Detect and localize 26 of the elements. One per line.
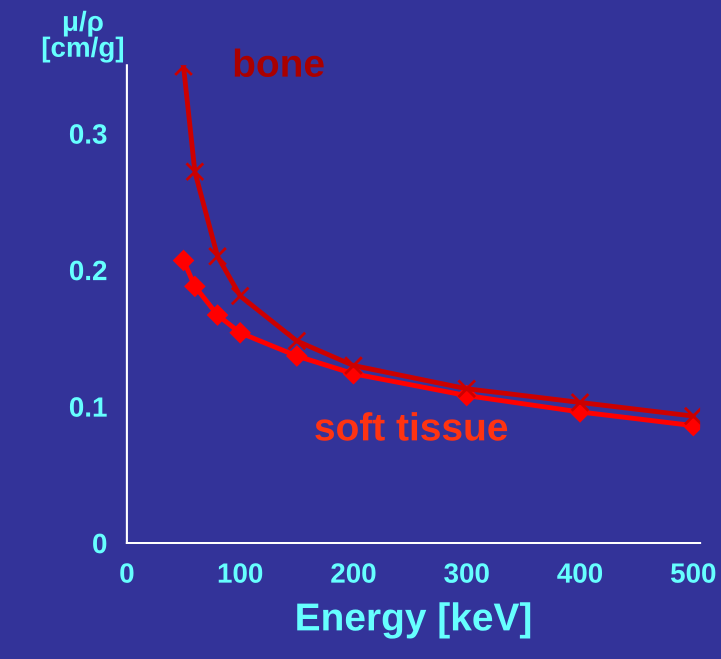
y-tick-label: 0.2 [70,260,106,280]
x-tick-label: 400 [557,563,602,583]
y-tick-label: 0 [93,534,106,554]
y-tick-label: 0.1 [70,397,107,417]
x-tick-label: 500 [670,563,716,583]
point [286,346,308,366]
point [184,276,206,297]
y-axis-title: μ/ρ [cm/g] [42,10,124,63]
y-tick-label: 0.3 [70,124,106,144]
point [207,304,228,326]
point [230,322,250,344]
point [287,331,307,351]
point [230,286,250,306]
point [344,356,364,376]
x-tick-label: 100 [218,563,262,583]
x-tick-label: 300 [444,563,489,583]
x-tick-label: 200 [331,563,376,583]
point [570,392,590,412]
series-label: soft tissue [315,412,508,441]
point [173,250,194,271]
point [185,162,205,182]
point [457,379,476,398]
x-tick-label: 0 [120,563,134,583]
point [208,246,228,266]
x-axis-title: Energy [keV] [297,602,530,639]
series-label: bone [234,48,324,78]
